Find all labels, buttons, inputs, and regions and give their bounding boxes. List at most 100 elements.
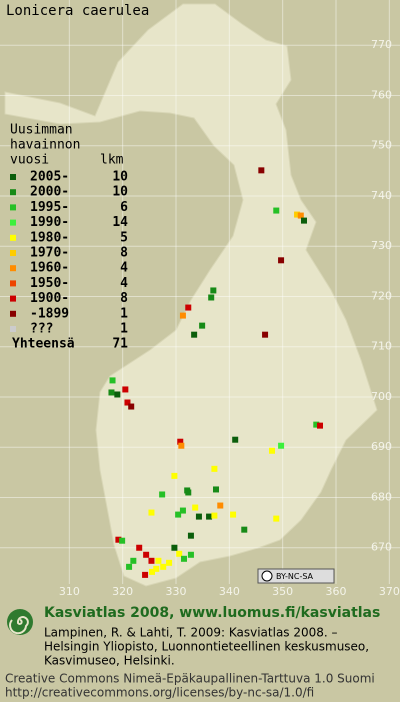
- legend-swatch: [10, 174, 16, 180]
- observation-dot: [160, 563, 167, 570]
- legend-heading: havainnon: [10, 138, 80, 153]
- observation-dot: [262, 331, 269, 338]
- observation-dot: [297, 212, 304, 219]
- observation-dot: [175, 511, 182, 518]
- observation-dot: [232, 436, 239, 443]
- citation: Kasvimuseo, Helsinki.: [44, 654, 175, 668]
- observation-dot: [108, 389, 115, 396]
- observation-dot: [185, 489, 192, 496]
- grid: 310 320 330 340 350 360 370 670 680 690 700 710 720 7…: [0, 0, 400, 598]
- legend-count: 1: [120, 306, 128, 321]
- legend-total: 71: [112, 337, 128, 352]
- y-tick-label: 680: [371, 490, 392, 503]
- x-tick-label: 370: [379, 585, 400, 598]
- observation-dot: [142, 571, 149, 578]
- legend-swatch: [10, 326, 16, 332]
- observation-dot: [143, 551, 150, 558]
- observation-dot: [148, 557, 155, 564]
- y-tick-label: 730: [371, 239, 392, 252]
- y-tick-label: 750: [371, 139, 392, 152]
- x-tick-label: 310: [59, 585, 80, 598]
- legend-swatch: [10, 280, 16, 287]
- observation-dot: [278, 257, 285, 264]
- observation-dot: [115, 536, 122, 543]
- legend-label: 2000-: [30, 185, 69, 200]
- legend-label: 1960-: [30, 261, 69, 276]
- observation-dot: [317, 422, 323, 429]
- observation-dot: [179, 507, 186, 514]
- legend-label: 1970-: [30, 246, 69, 261]
- y-tick-label: 690: [371, 440, 392, 453]
- legend-label: 1950-: [30, 276, 69, 291]
- legend-label: 1995-: [30, 200, 69, 215]
- license-url: http://creativecommons.org/licenses/by-n…: [5, 686, 314, 700]
- citation: Lampinen, R. & Lahti, T. 2009: Kasviatla…: [44, 626, 338, 640]
- y-tick-label: 710: [371, 340, 392, 353]
- legend-swatch: [10, 265, 16, 272]
- observation-dot: [301, 217, 307, 224]
- x-tick-label: 360: [326, 585, 347, 598]
- observation-dot: [149, 568, 155, 575]
- legend-swatch: [10, 219, 16, 226]
- y-tick-label: 670: [371, 541, 392, 554]
- observation-dot: [273, 515, 280, 522]
- observation-dot: [155, 557, 162, 564]
- observation-dot: [185, 304, 192, 311]
- license-text: Creative Commons Nimeä-Epäkaupallinen-Ta…: [5, 672, 375, 686]
- observation-dot: [213, 486, 219, 493]
- legend-heading: Uusimman: [10, 123, 73, 138]
- legend-swatch: [10, 295, 16, 302]
- legend-count: 10: [112, 185, 128, 200]
- observation-dot: [114, 391, 121, 398]
- observation-dot: [313, 421, 320, 428]
- license-badge: BY-NC-SA: [257, 568, 335, 584]
- y-tick-label: 760: [371, 88, 392, 101]
- site-title: Kasviatlas 2008, www.luomus.fi/kasviatla…: [44, 605, 380, 621]
- observation-dot: [126, 563, 133, 570]
- observation-dot: [130, 557, 137, 564]
- observation-dot: [109, 377, 116, 384]
- observation-dot: [181, 555, 187, 562]
- observation-dot: [269, 447, 275, 454]
- badge-text: BY-NC-SA: [276, 572, 314, 581]
- observation-dot: [294, 211, 301, 218]
- legend-count: 8: [120, 291, 128, 306]
- observation-dot: [166, 559, 173, 566]
- x-tick-label: 320: [112, 585, 133, 598]
- legend-label: 1900-: [30, 291, 69, 306]
- cc-icon: [261, 570, 273, 582]
- observation-dot: [208, 294, 215, 301]
- observation-dot: [148, 509, 155, 516]
- observation-dot: [128, 403, 135, 410]
- observation-dot: [241, 526, 248, 533]
- observation-dot: [159, 491, 166, 498]
- observation-dot: [217, 502, 224, 509]
- legend-count: 10: [112, 170, 128, 185]
- logo: [7, 609, 33, 635]
- observation-dot: [258, 167, 265, 174]
- citation: Helsingin Yliopisto, Luonnontieteellinen…: [44, 640, 369, 654]
- badge-frame: [257, 568, 335, 584]
- observation-dot: [179, 312, 186, 319]
- y-tick-label: 720: [371, 289, 392, 302]
- observation-dot: [171, 472, 178, 479]
- legend-heading: vuosi: [10, 153, 49, 168]
- legend-count: 5: [120, 230, 128, 245]
- legend-count: 1: [120, 322, 128, 337]
- observation-dot: [211, 512, 218, 519]
- observation-dot: [136, 544, 143, 551]
- x-tick-label: 340: [219, 585, 240, 598]
- observation-dot: [191, 331, 198, 338]
- logo-circle: [7, 609, 33, 635]
- legend-swatch: [10, 204, 16, 211]
- legend-label: ???: [30, 322, 53, 337]
- observation-dot: [124, 399, 131, 406]
- y-tick-label: 700: [371, 390, 392, 403]
- observation-dot: [195, 513, 202, 520]
- observation-dot: [278, 442, 285, 449]
- finland-land: [4, 3, 378, 587]
- legend-swatch: [10, 189, 16, 196]
- logo-spiral: [9, 616, 29, 635]
- x-tick-label: 330: [166, 585, 187, 598]
